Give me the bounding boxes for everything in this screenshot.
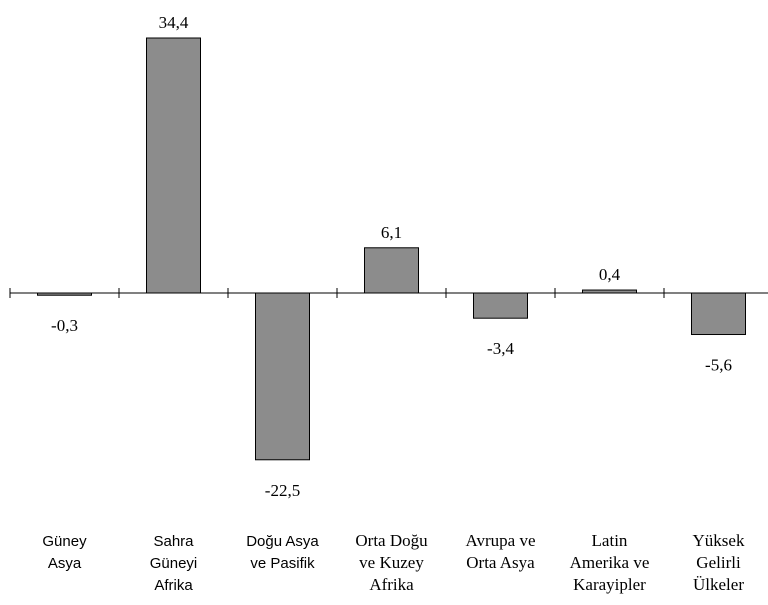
bar [691,292,746,336]
data-label: -3,4 [487,339,514,358]
category-label-line: Sahra [153,533,194,550]
data-label: -22,5 [265,481,300,500]
category-label-line: Avrupa ve [465,531,535,550]
bar [473,292,528,319]
category-label-line: Yüksek [693,531,745,550]
data-label: 6,1 [381,223,402,242]
data-label: 0,4 [599,265,621,284]
data-label: -5,6 [705,356,732,375]
category-label: Latin Amerika ve Karayipler [570,531,650,594]
category-label-line: Orta Doğu [355,531,428,550]
category-label: Sahra Güneyi Afrika [150,533,198,594]
bar [255,292,310,461]
category-label-line: Orta Asya [466,553,535,572]
category-label: Güney Asya [42,533,87,572]
category-label-line: Karayipler [573,575,646,594]
category-label-line: Afrika [154,577,193,594]
category-label: Avrupa ve Orta Asya [465,531,535,572]
category-label-line: Güney [42,533,87,550]
category-label-line: Güneyi [150,555,198,572]
category-label-line: Asya [48,555,82,572]
data-label: 34,4 [159,13,189,32]
bar [364,247,419,294]
category-label: Doğu Asya ve Pasifik [246,533,319,572]
category-label-line: Doğu Asya [246,533,319,550]
category-label-line: Gelirli [696,553,741,572]
bars-group [37,37,746,461]
category-label-line: Afrika [369,575,414,594]
category-label-line: ve Pasifik [250,555,315,572]
category-label-line: Ülkeler [693,575,744,594]
category-label-line: ve Kuzey [359,553,424,572]
category-labels-group: Güney Asya Sahra Güneyi Afrika Doğu Asya ve Pa… [42,531,745,594]
bar [146,37,201,294]
data-label: -0,3 [51,316,78,335]
x-axis-ticks [9,288,665,298]
category-label: Yüksek Gelirli Ülkeler [693,531,745,594]
value-labels-group: -0,3 34,4 -22,5 6,1 -3,4 0,4 -5,6 [51,13,732,500]
category-label-line: Amerika ve [570,553,650,572]
category-label: Orta Doğu ve Kuzey Afrika [355,531,428,594]
category-label-line: Latin [592,531,628,550]
